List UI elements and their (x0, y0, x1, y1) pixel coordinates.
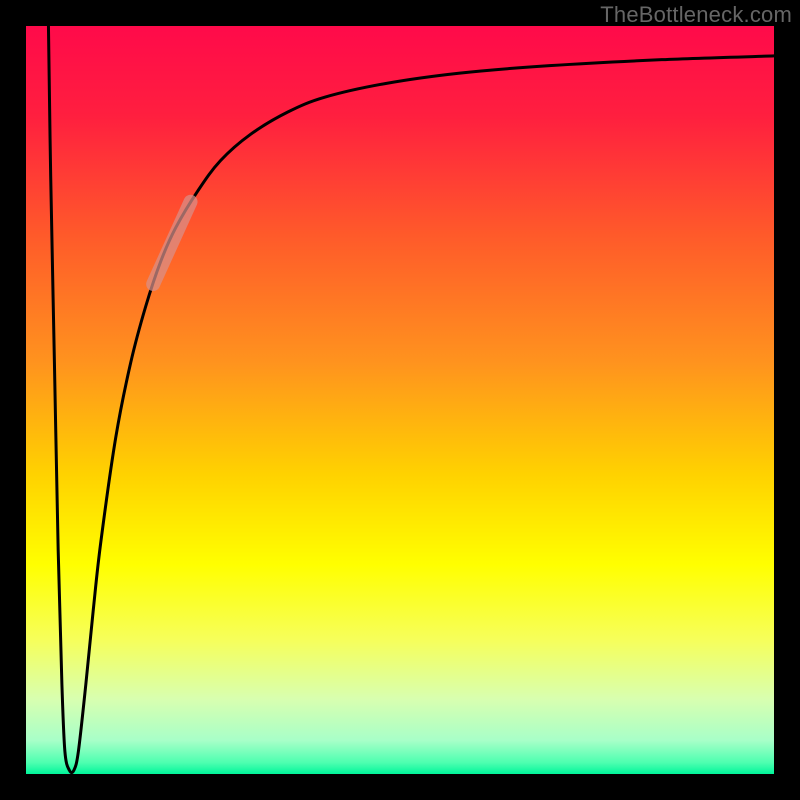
watermark-text: TheBottleneck.com (600, 2, 792, 28)
chart-container: TheBottleneck.com (0, 0, 800, 800)
plot-background (26, 26, 774, 774)
chart-svg (0, 0, 800, 800)
